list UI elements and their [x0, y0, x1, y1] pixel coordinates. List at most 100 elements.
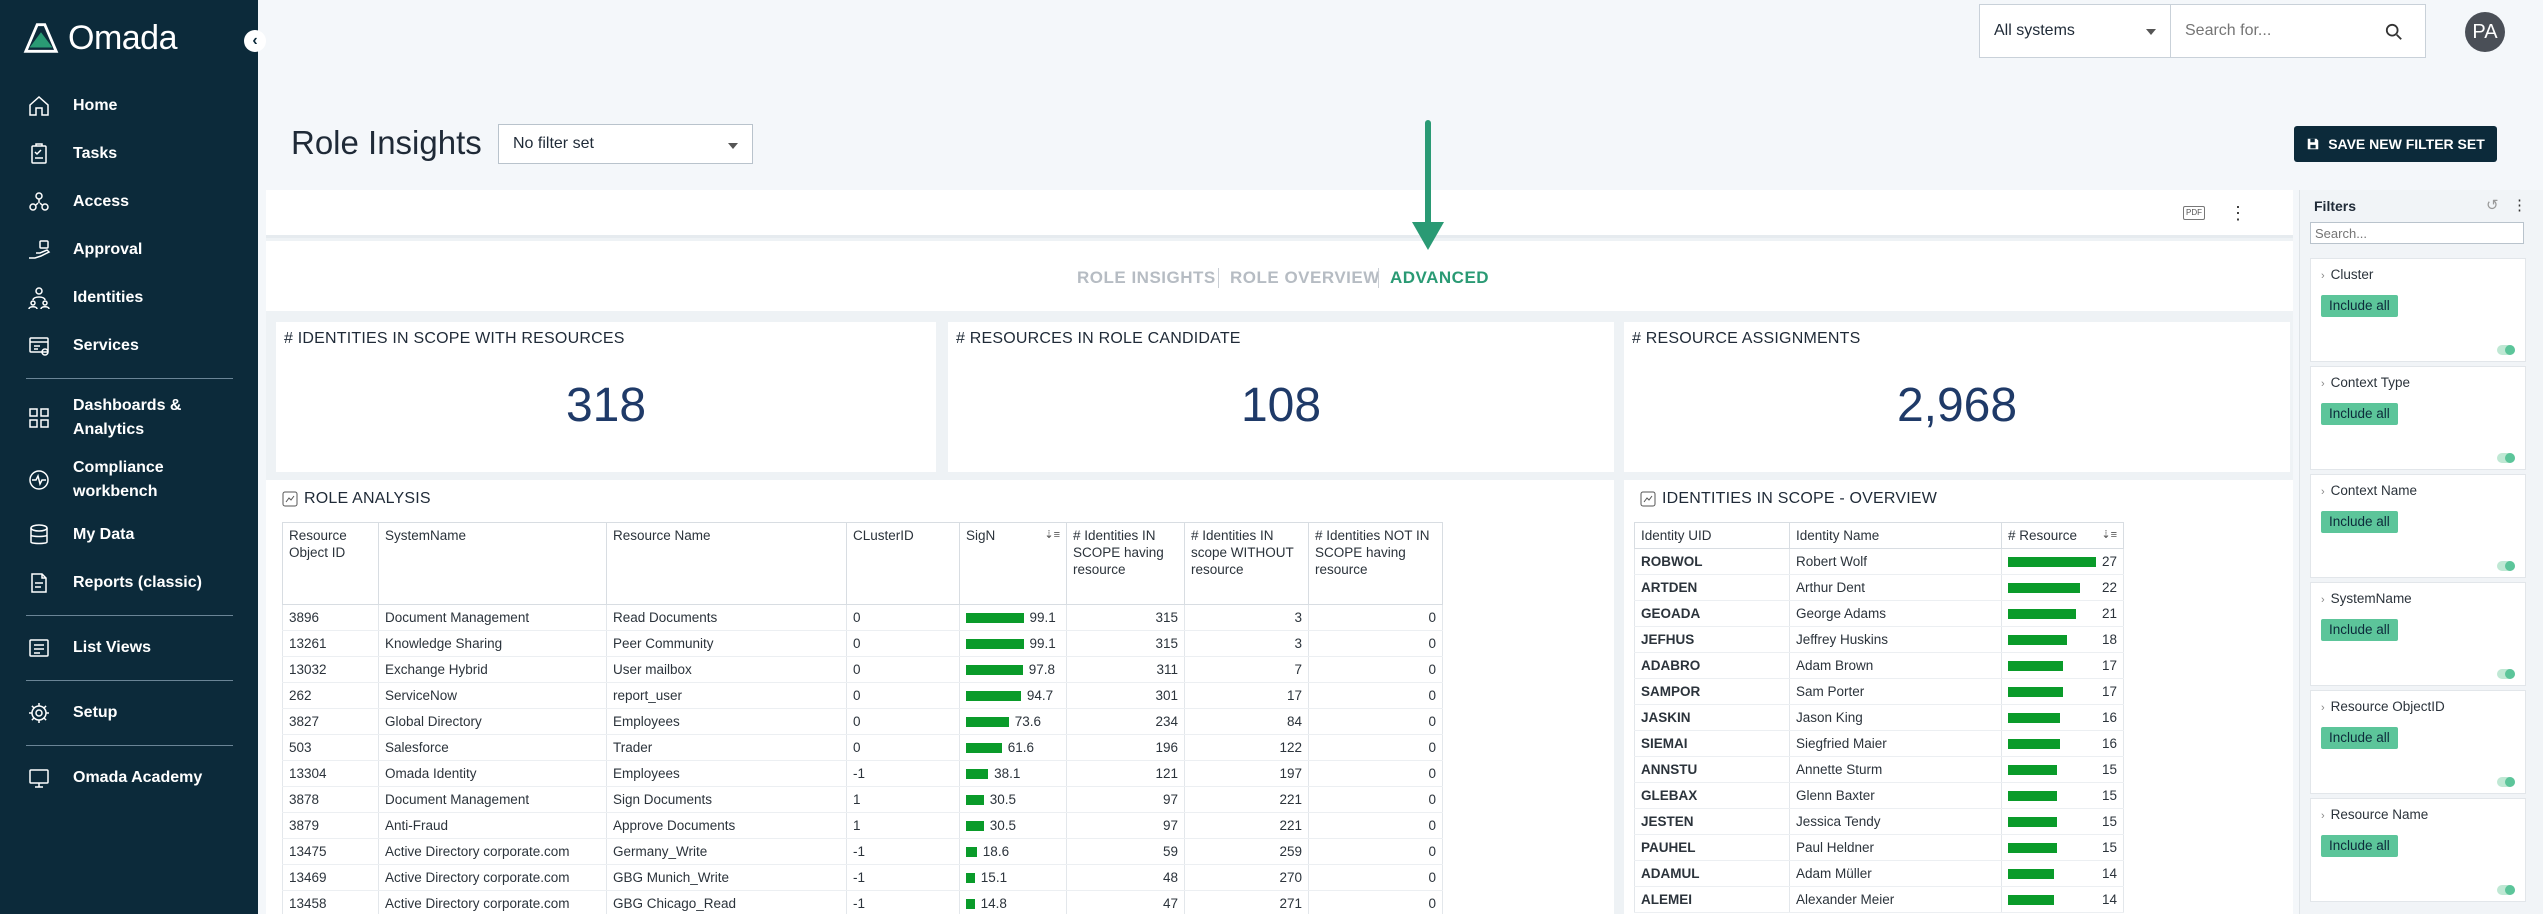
chevron-right-icon[interactable]: ›: [2321, 594, 2325, 606]
save-filter-set-button[interactable]: SAVE NEW FILTER SET: [2294, 126, 2497, 162]
chevron-right-icon[interactable]: ›: [2321, 378, 2325, 390]
include-all-button[interactable]: Include all: [2321, 835, 2398, 857]
table-row[interactable]: 262 ServiceNow report_user 0 94.7 301 17 0: [282, 682, 1443, 709]
column-header[interactable]: # Identities IN scope WITHOUT resource: [1184, 522, 1309, 605]
tab-role-overview[interactable]: ROLE OVERVIEW: [1230, 268, 1380, 287]
column-header[interactable]: Identity Name: [1789, 522, 2002, 549]
sidebar-item-approval[interactable]: Approval: [0, 226, 258, 274]
column-header[interactable]: # Identities IN SCOPE having resource: [1066, 522, 1185, 605]
sidebar-item-services[interactable]: Services: [0, 322, 258, 370]
filter-name[interactable]: › Context Name: [2321, 483, 2417, 498]
filter-toggle[interactable]: [2497, 669, 2515, 679]
include-all-button[interactable]: Include all: [2321, 403, 2398, 425]
tab-advanced[interactable]: ADVANCED: [1390, 268, 1490, 287]
filter-name[interactable]: › Cluster: [2321, 267, 2373, 282]
chevron-left-icon[interactable]: ‹: [244, 30, 266, 52]
table-row[interactable]: GEOADA George Adams 21: [1634, 600, 2125, 627]
omada-logo[interactable]: Omada: [22, 14, 178, 62]
table-row[interactable]: SIEMAI Siegfried Maier 16: [1634, 730, 2125, 757]
include-all-button[interactable]: Include all: [2321, 619, 2398, 641]
filter-toggle[interactable]: [2497, 777, 2515, 787]
table-cell: 315: [1066, 630, 1185, 657]
filter-set-select[interactable]: No filter set: [498, 124, 753, 164]
table-row[interactable]: 13304 Omada Identity Employees -1 38.1 121 197…: [282, 760, 1443, 787]
filter-toggle[interactable]: [2497, 345, 2515, 355]
filter-toggle[interactable]: [2497, 453, 2515, 463]
sidebar-item-tasks[interactable]: Tasks: [0, 130, 258, 178]
table-row[interactable]: PAUHEL Paul Heldner 15: [1634, 834, 2125, 861]
sidebar-item-setup[interactable]: Setup: [0, 689, 258, 737]
table-row[interactable]: ADABRO Adam Brown 17: [1634, 652, 2125, 679]
table-row[interactable]: ARTDEN Arthur Dent 22: [1634, 574, 2125, 601]
sidebar-item-dashboards[interactable]: Dashboards & Analytics: [0, 387, 258, 449]
column-header[interactable]: Resource Name: [606, 522, 847, 605]
sign-bar-wrap: 97.8: [966, 662, 1060, 677]
table-row[interactable]: ANNSTU Annette Sturm 15: [1634, 756, 2125, 783]
table-row[interactable]: ADAMUL Adam Müller 14: [1634, 860, 2125, 887]
search-input[interactable]: [2185, 22, 2375, 40]
table-row[interactable]: JESTEN Jessica Tendy 15: [1634, 808, 2125, 835]
table-row[interactable]: JEFHUS Jeffrey Huskins 18: [1634, 626, 2125, 653]
table-row[interactable]: 13475 Active Directory corporate.com Germa…: [282, 838, 1443, 865]
sidebar-item-identities[interactable]: Identities: [0, 274, 258, 322]
sidebar-item-compliance[interactable]: Compliance workbench: [0, 449, 258, 511]
column-header[interactable]: Identity UID: [1634, 522, 1790, 549]
pdf-export-icon[interactable]: PDF: [2183, 206, 2205, 220]
filter-search-input[interactable]: [2310, 222, 2524, 244]
system-select[interactable]: All systems: [1979, 4, 2171, 58]
filter-name[interactable]: › Context Type: [2321, 375, 2410, 390]
filter-toggle[interactable]: [2497, 561, 2515, 571]
include-all-button[interactable]: Include all: [2321, 727, 2398, 749]
table-row[interactable]: 13032 Exchange Hybrid User mailbox 0 97.8 311…: [282, 656, 1443, 683]
table-row[interactable]: 13469 Active Directory corporate.com GBG M…: [282, 864, 1443, 891]
column-header[interactable]: Resource Object ID: [282, 522, 379, 605]
sort-icon[interactable]: ⇣≡: [2101, 529, 2118, 541]
filter-card: › Resource Name Include all: [2310, 798, 2526, 902]
table-row[interactable]: 13458 Active Directory corporate.com GBG C…: [282, 890, 1443, 914]
chevron-right-icon[interactable]: ›: [2321, 810, 2325, 822]
table-row[interactable]: GLEBAX Glenn Baxter 15: [1634, 782, 2125, 809]
filter-toggle[interactable]: [2497, 885, 2515, 895]
table-cell: 0: [1308, 708, 1443, 735]
filter-name[interactable]: › Resource Name: [2321, 807, 2428, 822]
search-icon[interactable]: [2385, 23, 2403, 41]
table-row[interactable]: ALEMEI Alexander Meier 14: [1634, 886, 2125, 913]
more-options-icon[interactable]: ⋮: [2512, 197, 2527, 214]
table-row[interactable]: SAMPOR Sam Porter 17: [1634, 678, 2125, 705]
sidebar-item-home[interactable]: Home: [0, 82, 258, 130]
resource-bar: [2008, 634, 2067, 645]
table-row[interactable]: 3878 Document Management Sign Documents 1 30…: [282, 786, 1443, 813]
avatar[interactable]: PA: [2465, 12, 2505, 52]
table-row[interactable]: 3879 Anti-Fraud Approve Documents 1 30.5 97 22…: [282, 812, 1443, 839]
filter-card: › Context Name Include all: [2310, 474, 2526, 578]
chevron-right-icon[interactable]: ›: [2321, 486, 2325, 498]
table-row[interactable]: JASKIN Jason King 16: [1634, 704, 2125, 731]
table-row[interactable]: 13261 Knowledge Sharing Peer Community 0 99.…: [282, 630, 1443, 657]
sidebar-item-reports[interactable]: Reports (classic): [0, 559, 258, 607]
column-header[interactable]: SigN ⇣≡: [959, 522, 1067, 605]
table-row[interactable]: 3896 Document Management Read Documents 0 99…: [282, 604, 1443, 631]
table-row[interactable]: 503 Salesforce Trader 0 61.6 196 122 0: [282, 734, 1443, 761]
resource-bar: [2008, 608, 2077, 619]
reset-icon[interactable]: ↺: [2486, 197, 2499, 214]
filter-name[interactable]: › SystemName: [2321, 591, 2412, 606]
sidebar-item-academy[interactable]: Omada Academy: [0, 754, 258, 802]
sidebar-item-my-data[interactable]: My Data: [0, 511, 258, 559]
sidebar-item-list-views[interactable]: List Views: [0, 624, 258, 672]
include-all-button[interactable]: Include all: [2321, 511, 2398, 533]
more-options-icon[interactable]: ⋮: [2229, 203, 2247, 223]
tab-role-insights[interactable]: ROLE INSIGHTS: [1077, 268, 1216, 287]
column-header[interactable]: SystemName: [378, 522, 607, 605]
sidebar-item-access[interactable]: Access: [0, 178, 258, 226]
table-row[interactable]: 3827 Global Directory Employees 0 73.6 234 84 0: [282, 708, 1443, 735]
chevron-right-icon[interactable]: ›: [2321, 270, 2325, 282]
column-header[interactable]: # Resource ⇣≡: [2000, 522, 2125, 549]
resource-bar-wrap: 14: [2008, 892, 2117, 907]
sort-icon[interactable]: ⇣≡: [1044, 529, 1060, 541]
column-header[interactable]: CLusterID: [846, 522, 960, 605]
column-header[interactable]: # Identities NOT IN SCOPE having resourc…: [1308, 522, 1443, 605]
table-row[interactable]: ROBWOL Robert Wolf 27: [1634, 548, 2125, 575]
include-all-button[interactable]: Include all: [2321, 295, 2398, 317]
filter-name[interactable]: › Resource ObjectID: [2321, 699, 2445, 714]
chevron-right-icon[interactable]: ›: [2321, 702, 2325, 714]
